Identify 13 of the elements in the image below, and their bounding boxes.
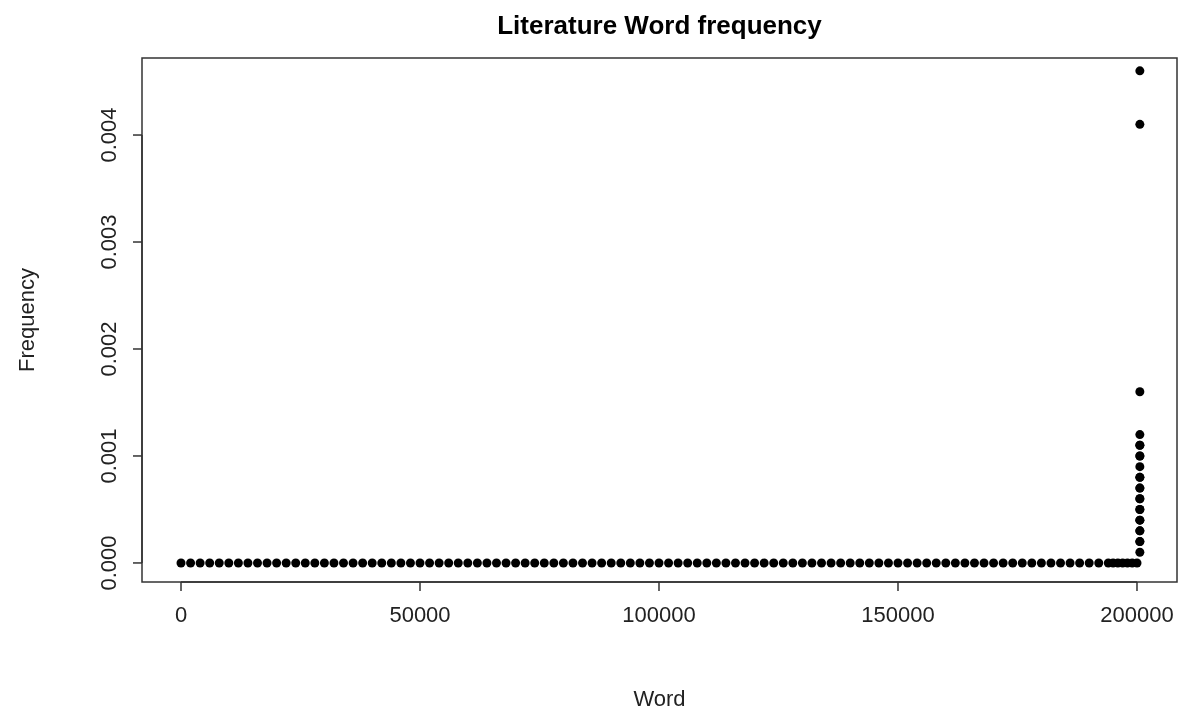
- y-tick-label: 0.000: [96, 535, 121, 591]
- x-tick-label: 200000: [1100, 602, 1174, 627]
- x-tick-label: 0: [174, 602, 188, 627]
- x-tick-label: 150000: [861, 602, 935, 627]
- y-tick-label: 0.003: [96, 214, 121, 270]
- chart-title: Literature Word frequency: [497, 10, 823, 40]
- y-axis-title: Frequency: [14, 268, 39, 372]
- y-tick-label: 0.001: [96, 428, 121, 484]
- x-tick-label: 100000: [622, 602, 696, 627]
- y-tick-label: 0.004: [96, 107, 121, 163]
- y-tick-label: 0.002: [96, 321, 121, 377]
- x-axis-title: Word: [633, 686, 686, 711]
- x-tick-label: 50000: [389, 602, 451, 627]
